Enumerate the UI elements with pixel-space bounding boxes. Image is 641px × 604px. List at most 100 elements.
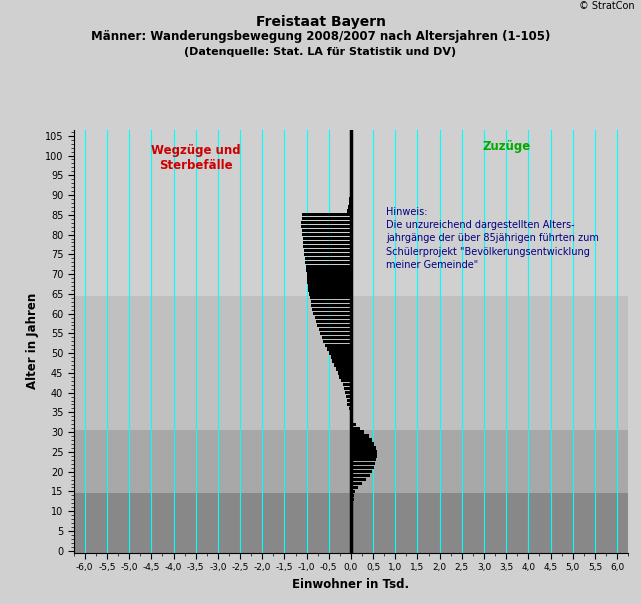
Y-axis label: Alter in Jahren: Alter in Jahren — [26, 293, 39, 390]
Bar — [351, 434, 369, 438]
Bar — [351, 513, 353, 517]
Bar — [313, 312, 351, 315]
Bar — [349, 406, 351, 410]
Bar — [306, 272, 351, 276]
Bar — [351, 521, 353, 525]
Bar — [349, 193, 351, 197]
Bar — [348, 205, 351, 208]
Bar — [351, 482, 362, 485]
Bar — [74, 430, 628, 493]
Bar — [306, 268, 351, 272]
Bar — [317, 324, 351, 327]
Bar — [351, 533, 353, 536]
Bar — [304, 252, 351, 256]
Bar — [351, 466, 374, 469]
Text: Hinweis:
Die unzureichend dargestellten Alters-
jahrgänge der über 85jährigen fü: Hinweis: Die unzureichend dargestellten … — [387, 207, 599, 270]
Bar — [350, 411, 351, 414]
Bar — [302, 233, 351, 236]
Bar — [325, 344, 351, 347]
Bar — [320, 332, 351, 335]
Bar — [351, 529, 353, 533]
Bar — [351, 423, 356, 426]
Bar — [332, 359, 351, 362]
Bar — [351, 470, 372, 474]
Bar — [308, 284, 351, 288]
Text: © StratCon: © StratCon — [579, 1, 635, 11]
Bar — [331, 355, 351, 359]
Bar — [306, 265, 351, 268]
Bar — [351, 474, 370, 477]
Bar — [351, 486, 358, 489]
Bar — [347, 399, 351, 402]
Text: Freistaat Bayern: Freistaat Bayern — [256, 15, 385, 29]
Bar — [351, 442, 374, 446]
Bar — [334, 363, 351, 367]
X-axis label: Einwohner in Tsd.: Einwohner in Tsd. — [292, 577, 410, 591]
Text: Männer: Wanderungsbewegung 2008/2007 nach Altersjahren (1-105): Männer: Wanderungsbewegung 2008/2007 nac… — [91, 30, 550, 43]
Bar — [349, 201, 351, 205]
Bar — [304, 249, 351, 252]
Bar — [305, 257, 351, 260]
Bar — [351, 462, 376, 466]
Bar — [344, 387, 351, 390]
Bar — [351, 493, 354, 497]
Bar — [351, 510, 353, 513]
Bar — [305, 260, 351, 264]
Bar — [309, 292, 351, 295]
Bar — [351, 506, 353, 509]
Bar — [308, 288, 351, 292]
Bar — [351, 426, 360, 430]
Bar — [351, 537, 353, 541]
Bar — [351, 450, 377, 454]
Bar — [350, 185, 351, 189]
Bar — [74, 296, 628, 430]
Bar — [351, 541, 352, 544]
Text: Zuzüge: Zuzüge — [482, 140, 530, 153]
Text: Wegzüge und
Sterbefälle: Wegzüge und Sterbefälle — [151, 144, 240, 172]
Bar — [322, 336, 351, 339]
Bar — [351, 518, 353, 521]
Bar — [308, 280, 351, 284]
Bar — [302, 229, 351, 233]
Bar — [351, 501, 353, 505]
Bar — [310, 296, 351, 300]
Bar — [312, 308, 351, 311]
Bar — [351, 458, 376, 461]
Bar — [347, 403, 351, 406]
Bar — [341, 379, 351, 382]
Bar — [311, 300, 351, 303]
Bar — [340, 375, 351, 379]
Bar — [327, 347, 351, 351]
Bar — [301, 221, 351, 225]
Bar — [316, 320, 351, 323]
Bar — [74, 130, 628, 296]
Bar — [312, 304, 351, 307]
Bar — [307, 277, 351, 280]
Bar — [351, 431, 364, 434]
Bar — [351, 419, 353, 422]
Bar — [329, 352, 351, 355]
Bar — [303, 245, 351, 248]
Bar — [351, 498, 354, 501]
Bar — [302, 213, 351, 216]
Bar — [303, 241, 351, 244]
Bar — [338, 371, 351, 374]
Bar — [345, 395, 351, 398]
Bar — [351, 446, 376, 449]
Bar — [336, 367, 351, 371]
Bar — [324, 339, 351, 343]
Bar — [301, 225, 351, 228]
Text: (Datenquelle: Stat. LA für Statistik und DV): (Datenquelle: Stat. LA für Statistik und… — [185, 47, 456, 57]
Bar — [315, 316, 351, 320]
Bar — [302, 217, 351, 220]
Bar — [350, 182, 351, 185]
Bar — [343, 383, 351, 387]
Bar — [74, 493, 628, 553]
Bar — [351, 454, 377, 458]
Bar — [345, 391, 351, 394]
Bar — [351, 439, 372, 442]
Bar — [351, 490, 355, 493]
Bar — [349, 198, 351, 201]
Bar — [319, 328, 351, 331]
Bar — [351, 478, 367, 481]
